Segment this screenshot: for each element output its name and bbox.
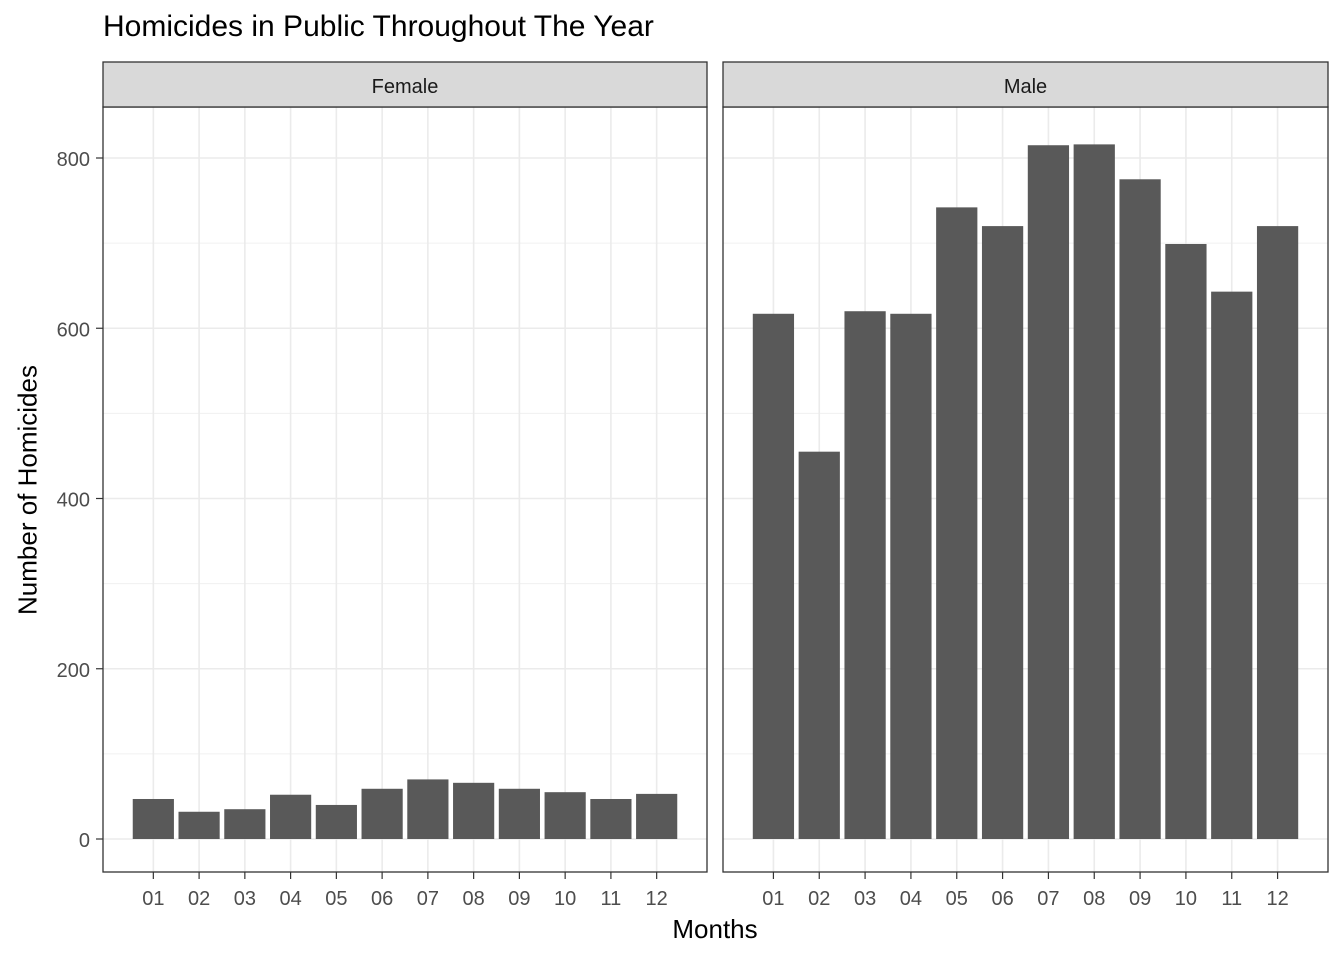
x-tick-label: 10 xyxy=(554,888,576,910)
bar-male-11 xyxy=(1211,291,1253,839)
y-tick-label: 400 xyxy=(57,490,90,512)
bar-male-07 xyxy=(1027,145,1070,839)
x-tick-label: 02 xyxy=(188,888,210,910)
bar-female-07 xyxy=(407,779,449,839)
x-tick-label: 11 xyxy=(601,888,622,910)
chart-title: Homicides in Public Throughout The Year xyxy=(103,10,654,43)
y-tick-label: 200 xyxy=(57,660,90,682)
x-tick-label: 07 xyxy=(417,888,439,910)
x-tick-label: 07 xyxy=(1037,888,1059,910)
x-tick-label: 12 xyxy=(646,888,668,910)
x-tick-label: 08 xyxy=(463,888,485,910)
x-tick-label: 05 xyxy=(946,888,968,910)
bar-female-12 xyxy=(636,793,678,839)
facet-strip-label: Male xyxy=(1004,76,1047,98)
x-tick-label: 12 xyxy=(1266,888,1288,910)
bar-female-04 xyxy=(270,794,312,839)
y-tick-label: 0 xyxy=(79,830,90,852)
bar-male-12 xyxy=(1256,226,1299,840)
bar-male-01 xyxy=(752,313,795,839)
x-tick-label: 05 xyxy=(325,888,347,910)
y-axis-label: Number of Homicides xyxy=(12,365,43,615)
x-axis-label: Months xyxy=(672,914,758,944)
bar-male-08 xyxy=(1073,144,1115,839)
bar-male-09 xyxy=(1119,179,1161,839)
x-tick-label: 09 xyxy=(508,888,530,910)
x-tick-label: 01 xyxy=(142,888,164,910)
bar-male-02 xyxy=(798,451,840,839)
bar-female-08 xyxy=(453,782,495,839)
bar-female-05 xyxy=(315,804,357,839)
x-tick-label: 08 xyxy=(1083,888,1105,910)
bar-male-10 xyxy=(1165,243,1207,839)
x-tick-label: 09 xyxy=(1129,888,1151,910)
bar-female-10 xyxy=(544,792,586,839)
bar-female-11 xyxy=(590,798,632,839)
bar-female-03 xyxy=(224,809,266,839)
facet-strip-label: Female xyxy=(372,76,439,98)
bar-male-03 xyxy=(844,311,886,840)
y-tick-label: 800 xyxy=(57,149,90,171)
x-tick-label: 10 xyxy=(1175,888,1197,910)
facet-strip xyxy=(722,61,1329,108)
panel-border xyxy=(102,106,708,873)
x-tick-label: 11 xyxy=(1221,888,1242,910)
x-tick-label: 04 xyxy=(279,888,301,910)
bar-male-05 xyxy=(936,207,978,839)
x-tick-label: 06 xyxy=(371,888,393,910)
x-tick-label: 06 xyxy=(991,888,1013,910)
x-tick-label: 03 xyxy=(234,888,256,910)
bar-male-04 xyxy=(890,313,932,839)
bar-female-09 xyxy=(498,788,540,839)
bar-male-06 xyxy=(981,226,1024,840)
x-tick-label: 01 xyxy=(762,888,784,910)
y-tick-label: 600 xyxy=(57,319,90,341)
x-tick-label: 02 xyxy=(808,888,830,910)
bar-female-01 xyxy=(132,798,174,839)
bar-female-02 xyxy=(178,811,220,839)
x-tick-label: 04 xyxy=(900,888,922,910)
x-tick-label: 03 xyxy=(854,888,876,910)
bar-female-06 xyxy=(361,788,403,839)
facet-strip xyxy=(102,61,708,108)
